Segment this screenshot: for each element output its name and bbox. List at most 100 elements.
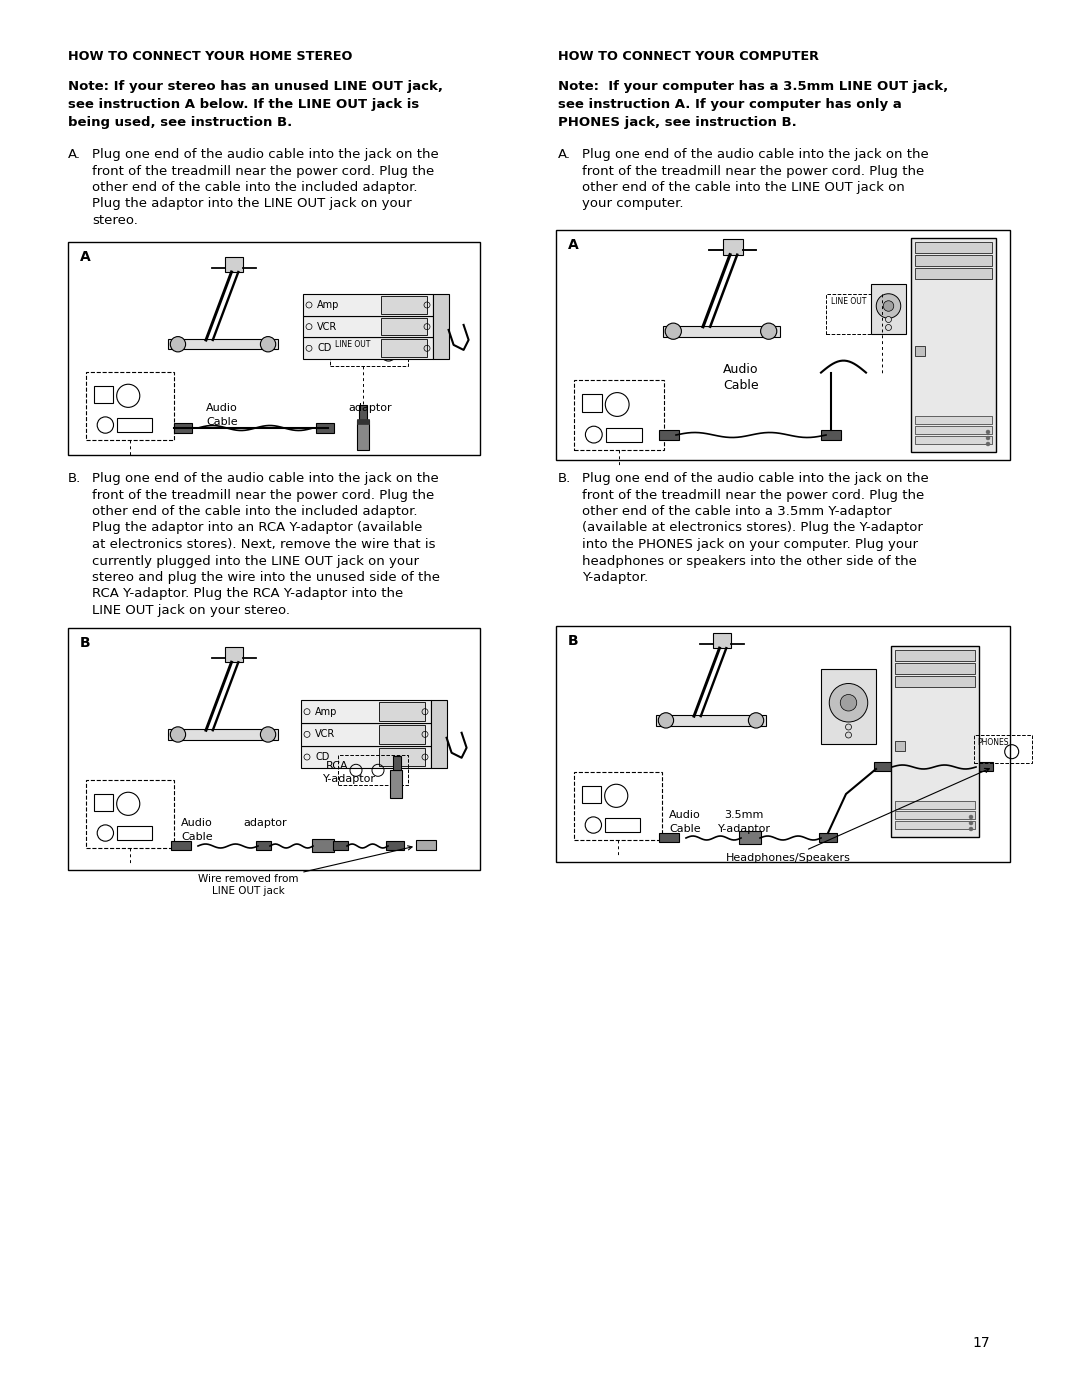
- Bar: [333, 841, 348, 849]
- Bar: [895, 740, 905, 752]
- Text: Audio: Audio: [206, 402, 238, 414]
- Text: front of the treadmill near the power cord. Plug the: front of the treadmill near the power co…: [92, 165, 434, 177]
- Text: Plug one end of the audio cable into the jack on the: Plug one end of the audio cable into the…: [92, 148, 438, 161]
- Circle shape: [986, 430, 990, 434]
- Text: Amp: Amp: [318, 300, 339, 310]
- Bar: [357, 420, 369, 450]
- Circle shape: [969, 814, 973, 819]
- Text: other end of the cable into the included adaptor.: other end of the cable into the included…: [92, 182, 418, 194]
- Bar: [874, 761, 892, 771]
- Circle shape: [829, 683, 867, 722]
- Text: B: B: [568, 634, 579, 648]
- Bar: [582, 785, 602, 803]
- Bar: [167, 339, 279, 349]
- Text: PHONES jack, see instruction B.: PHONES jack, see instruction B.: [558, 116, 797, 129]
- Text: CD: CD: [315, 752, 329, 761]
- Text: Cable: Cable: [724, 380, 759, 393]
- Bar: [605, 819, 640, 831]
- Text: A.: A.: [68, 148, 81, 161]
- Bar: [68, 629, 480, 870]
- Text: stereo.: stereo.: [92, 214, 138, 226]
- Text: A: A: [80, 250, 91, 264]
- Bar: [821, 430, 841, 440]
- Text: Audio: Audio: [181, 819, 213, 828]
- Bar: [68, 242, 480, 455]
- Text: being used, see instruction B.: being used, see instruction B.: [68, 116, 293, 129]
- Circle shape: [840, 694, 856, 711]
- Bar: [895, 812, 975, 819]
- Bar: [739, 831, 761, 844]
- Bar: [659, 430, 679, 440]
- Bar: [171, 841, 191, 849]
- Text: PHONES: PHONES: [977, 738, 1009, 747]
- Bar: [912, 237, 996, 453]
- Text: Y-adaptor.: Y-adaptor.: [582, 571, 648, 584]
- Circle shape: [260, 726, 275, 742]
- Text: Plug one end of the audio cable into the jack on the: Plug one end of the audio cable into the…: [582, 472, 929, 485]
- Text: HOW TO CONNECT YOUR COMPUTER: HOW TO CONNECT YOUR COMPUTER: [558, 50, 819, 63]
- Text: 17: 17: [972, 1336, 990, 1350]
- Bar: [915, 242, 993, 253]
- Circle shape: [969, 827, 973, 831]
- Text: adaptor: adaptor: [243, 819, 286, 828]
- Circle shape: [748, 712, 764, 728]
- Text: Plug one end of the audio cable into the jack on the: Plug one end of the audio cable into the…: [92, 472, 438, 485]
- Bar: [301, 700, 431, 724]
- Text: RCA Y-adaptor. Plug the RCA Y-adaptor into the: RCA Y-adaptor. Plug the RCA Y-adaptor in…: [92, 588, 403, 601]
- Bar: [117, 418, 152, 432]
- Bar: [606, 427, 642, 441]
- Bar: [256, 841, 271, 849]
- Bar: [86, 780, 174, 848]
- Text: Audio: Audio: [669, 810, 701, 820]
- Bar: [431, 700, 447, 768]
- Bar: [821, 669, 876, 745]
- Bar: [379, 747, 424, 767]
- Bar: [393, 756, 401, 770]
- Bar: [659, 833, 679, 842]
- Bar: [713, 633, 731, 648]
- Text: Note: If your stereo has an unused LINE OUT jack,: Note: If your stereo has an unused LINE …: [68, 80, 443, 94]
- Text: Y-adaptor: Y-adaptor: [323, 774, 376, 784]
- Text: Headphones/Speakers: Headphones/Speakers: [726, 768, 989, 863]
- Text: headphones or speakers into the other side of the: headphones or speakers into the other si…: [582, 555, 917, 567]
- Bar: [891, 645, 978, 837]
- Text: adaptor: adaptor: [348, 402, 392, 414]
- Circle shape: [846, 732, 851, 738]
- Text: other end of the cable into the LINE OUT jack on: other end of the cable into the LINE OUT…: [582, 182, 905, 194]
- Bar: [381, 339, 427, 358]
- Text: other end of the cable into the included adaptor.: other end of the cable into the included…: [92, 504, 418, 518]
- Bar: [662, 326, 780, 337]
- Bar: [915, 268, 993, 279]
- Bar: [386, 841, 404, 849]
- Bar: [303, 295, 433, 316]
- Bar: [338, 756, 408, 785]
- Bar: [303, 338, 433, 359]
- Bar: [94, 793, 113, 810]
- Text: Y-adaptor: Y-adaptor: [718, 824, 771, 834]
- Text: B: B: [80, 636, 91, 650]
- Circle shape: [986, 436, 990, 440]
- Text: A: A: [568, 237, 579, 251]
- Bar: [582, 394, 602, 412]
- Text: VCR: VCR: [318, 321, 337, 331]
- Circle shape: [846, 724, 851, 731]
- Bar: [895, 664, 975, 673]
- Bar: [312, 840, 334, 852]
- Circle shape: [969, 821, 973, 826]
- Text: into the PHONES jack on your computer. Plug your: into the PHONES jack on your computer. P…: [582, 538, 918, 550]
- Bar: [174, 423, 192, 433]
- Bar: [379, 703, 424, 721]
- Bar: [723, 239, 743, 254]
- Text: Audio: Audio: [724, 363, 759, 376]
- Bar: [225, 257, 243, 272]
- Text: LINE OUT: LINE OUT: [831, 298, 866, 306]
- Bar: [359, 405, 367, 420]
- Bar: [915, 345, 924, 356]
- Bar: [895, 650, 975, 661]
- Text: front of the treadmill near the power cord. Plug the: front of the treadmill near the power co…: [92, 489, 434, 502]
- Bar: [573, 773, 662, 840]
- Text: at electronics stores). Next, remove the wire that is: at electronics stores). Next, remove the…: [92, 538, 435, 550]
- Text: LINE OUT: LINE OUT: [335, 339, 370, 348]
- Bar: [303, 316, 433, 338]
- Text: see instruction A. If your computer has only a: see instruction A. If your computer has …: [558, 98, 902, 110]
